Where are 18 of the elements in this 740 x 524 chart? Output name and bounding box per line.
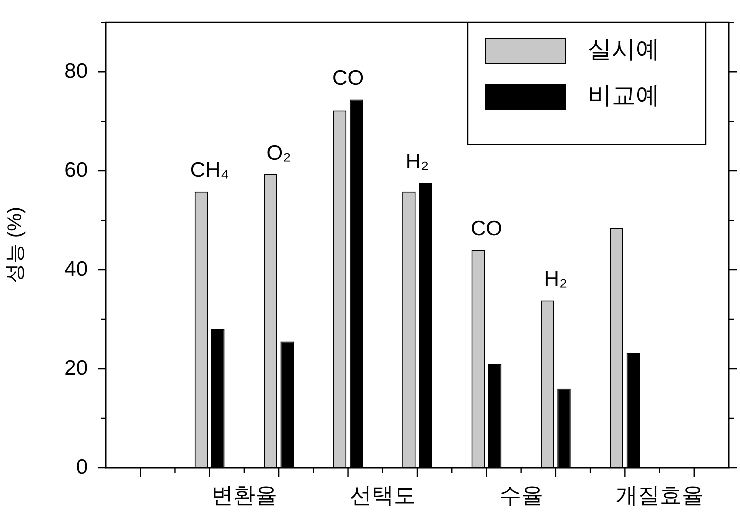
y-tick-label: 60 [64,158,88,182]
y-tick-label: 80 [64,60,88,83]
y-tick-label: 0 [76,456,88,479]
text: 선택도 [350,483,416,508]
text: 변환율 [211,483,278,508]
y-axis-title: 성능 (%) [4,206,27,284]
x-tick-label: H₂ [406,150,430,174]
x-tick-label: CO [470,218,502,241]
x-tick-label: O₂ [266,142,292,165]
text: 수율 [499,483,544,508]
legend-label: 비교예 [588,82,660,110]
y-tick-label: 20 [64,356,88,380]
x-tick-label: CH₄ [190,159,230,182]
x-tick-label: CO [332,67,364,90]
legend-label: 실시예 [588,36,660,64]
x-tick-label: H₂ [544,268,568,292]
text: 개질효율 [616,483,704,508]
y-tick-label: 40 [64,258,88,281]
